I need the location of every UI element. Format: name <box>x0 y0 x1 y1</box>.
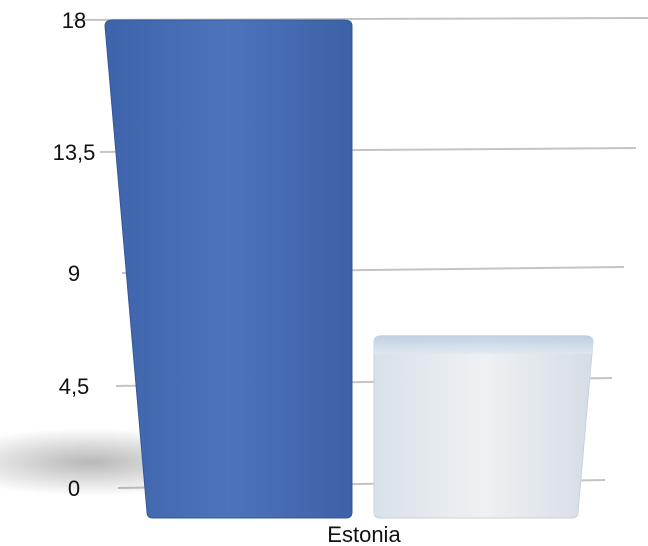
y-axis-ticks: 0 4,5 9 13,5 18 <box>53 8 96 501</box>
bars <box>104 19 594 519</box>
y-tick-label: 13,5 <box>53 140 96 165</box>
bar-series-2 <box>373 335 594 519</box>
y-tick-label: 18 <box>62 8 86 33</box>
y-tick-label: 9 <box>68 261 80 286</box>
y-tick-label: 4,5 <box>59 374 90 399</box>
bar-series-1 <box>104 19 353 519</box>
x-category-label: Estonia <box>327 522 401 546</box>
x-axis-labels: Estonia <box>327 522 401 546</box>
y-tick-label: 0 <box>68 476 80 501</box>
bar-series-2-top <box>374 335 593 354</box>
